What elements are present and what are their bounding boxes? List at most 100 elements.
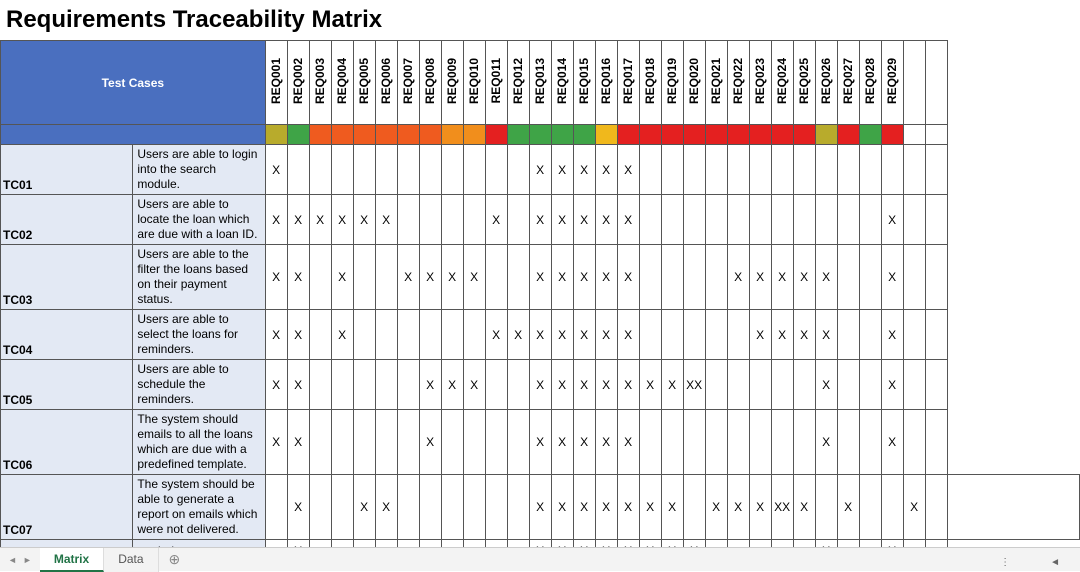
matrix-cell[interactable]	[859, 360, 881, 410]
matrix-cell[interactable]: X	[573, 145, 595, 195]
matrix-cell[interactable]	[815, 475, 837, 540]
matrix-cell[interactable]	[749, 360, 771, 410]
matrix-cell[interactable]: X	[265, 245, 287, 310]
matrix-cell[interactable]: X	[287, 410, 309, 475]
matrix-cell[interactable]	[485, 410, 507, 475]
matrix-cell[interactable]: X	[815, 360, 837, 410]
matrix-cell-empty[interactable]	[925, 310, 947, 360]
matrix-cell[interactable]	[507, 245, 529, 310]
test-case-id[interactable]: TC07	[1, 475, 133, 540]
matrix-cell[interactable]	[837, 310, 859, 360]
tab-scroll-left-icon[interactable]: ◄	[6, 553, 19, 567]
matrix-cell[interactable]: X	[903, 475, 925, 540]
matrix-cell[interactable]: X	[705, 475, 727, 540]
matrix-cell[interactable]: X	[551, 410, 573, 475]
matrix-cell[interactable]	[463, 195, 485, 245]
matrix-cell[interactable]	[683, 310, 705, 360]
matrix-cell[interactable]	[661, 145, 683, 195]
matrix-cell[interactable]: X	[749, 475, 771, 540]
test-case-description[interactable]: The system should emails to all the loan…	[133, 410, 265, 475]
sheet-tab[interactable]: Data	[104, 548, 158, 572]
test-case-description[interactable]: Users are able to select the loans for r…	[133, 310, 265, 360]
test-case-description[interactable]: Users are able to locate the loan which …	[133, 195, 265, 245]
matrix-cell[interactable]	[353, 410, 375, 475]
matrix-cell[interactable]	[837, 145, 859, 195]
matrix-cell[interactable]: X	[529, 410, 551, 475]
matrix-cell[interactable]	[397, 195, 419, 245]
matrix-cell[interactable]	[265, 475, 287, 540]
matrix-cell[interactable]: X	[617, 360, 639, 410]
matrix-cell[interactable]: XX	[683, 360, 705, 410]
matrix-cell[interactable]: X	[551, 475, 573, 540]
matrix-cell[interactable]	[881, 475, 903, 540]
matrix-cell[interactable]	[463, 310, 485, 360]
test-case-description[interactable]: Users are able to login into the search …	[133, 145, 265, 195]
matrix-cell[interactable]: X	[463, 245, 485, 310]
matrix-cell[interactable]: X	[463, 360, 485, 410]
matrix-cell[interactable]: X	[595, 475, 617, 540]
matrix-cell[interactable]: X	[727, 475, 749, 540]
add-sheet-button[interactable]: ⊕	[159, 551, 191, 568]
matrix-cell[interactable]	[793, 145, 815, 195]
matrix-cell[interactable]: X	[551, 360, 573, 410]
matrix-cell[interactable]	[661, 245, 683, 310]
matrix-cell[interactable]	[683, 245, 705, 310]
horizontal-scroll-left-icon[interactable]: ◄	[1050, 557, 1060, 568]
matrix-cell[interactable]	[397, 145, 419, 195]
matrix-cell[interactable]	[397, 310, 419, 360]
matrix-cell[interactable]	[331, 145, 353, 195]
matrix-cell[interactable]: X	[661, 475, 683, 540]
test-case-id[interactable]: TC05	[1, 360, 133, 410]
matrix-cell[interactable]: X	[639, 475, 661, 540]
matrix-cell[interactable]	[441, 310, 463, 360]
matrix-cell[interactable]	[353, 310, 375, 360]
matrix-cell[interactable]	[639, 310, 661, 360]
matrix-cell[interactable]	[771, 145, 793, 195]
matrix-cell[interactable]: X	[551, 195, 573, 245]
matrix-cell[interactable]: X	[265, 360, 287, 410]
test-case-id[interactable]: TC03	[1, 245, 133, 310]
matrix-cell[interactable]	[859, 410, 881, 475]
test-case-description[interactable]: Users are able to schedule the reminders…	[133, 360, 265, 410]
matrix-cell[interactable]: X	[331, 310, 353, 360]
matrix-cell[interactable]: XX	[771, 475, 793, 540]
matrix-cell[interactable]: X	[485, 195, 507, 245]
test-case-description[interactable]: The system should be able to generate a …	[133, 475, 265, 540]
test-case-id[interactable]: TC01	[1, 145, 133, 195]
matrix-cell[interactable]	[683, 475, 705, 540]
matrix-cell[interactable]	[705, 145, 727, 195]
matrix-cell-empty[interactable]	[925, 410, 947, 475]
matrix-cell[interactable]: X	[507, 310, 529, 360]
matrix-cell[interactable]: X	[265, 145, 287, 195]
matrix-cell[interactable]	[375, 410, 397, 475]
matrix-cell[interactable]	[287, 145, 309, 195]
matrix-cell[interactable]	[837, 245, 859, 310]
matrix-cell[interactable]: X	[617, 410, 639, 475]
matrix-cell[interactable]: X	[573, 195, 595, 245]
matrix-cell-empty[interactable]	[903, 145, 925, 195]
matrix-cell[interactable]: X	[837, 475, 859, 540]
matrix-cell[interactable]: X	[419, 245, 441, 310]
matrix-cell-empty[interactable]	[903, 245, 925, 310]
matrix-cell-empty[interactable]	[903, 195, 925, 245]
matrix-cell[interactable]: X	[529, 360, 551, 410]
matrix-cell[interactable]: X	[265, 195, 287, 245]
matrix-cell[interactable]: X	[815, 310, 837, 360]
matrix-cell[interactable]: X	[771, 245, 793, 310]
matrix-cell[interactable]: X	[397, 245, 419, 310]
matrix-cell[interactable]: X	[617, 475, 639, 540]
matrix-cell[interactable]: X	[793, 310, 815, 360]
matrix-cell[interactable]: X	[881, 195, 903, 245]
matrix-cell[interactable]	[397, 475, 419, 540]
matrix-cell[interactable]: X	[419, 410, 441, 475]
matrix-cell[interactable]: X	[595, 245, 617, 310]
matrix-cell[interactable]: X	[881, 310, 903, 360]
matrix-cell[interactable]: X	[661, 360, 683, 410]
matrix-cell[interactable]	[507, 475, 529, 540]
matrix-cell[interactable]	[397, 360, 419, 410]
matrix-cell[interactable]	[353, 360, 375, 410]
matrix-cell[interactable]: X	[287, 360, 309, 410]
matrix-cell[interactable]: X	[881, 245, 903, 310]
matrix-cell[interactable]	[837, 360, 859, 410]
matrix-cell[interactable]: X	[287, 310, 309, 360]
